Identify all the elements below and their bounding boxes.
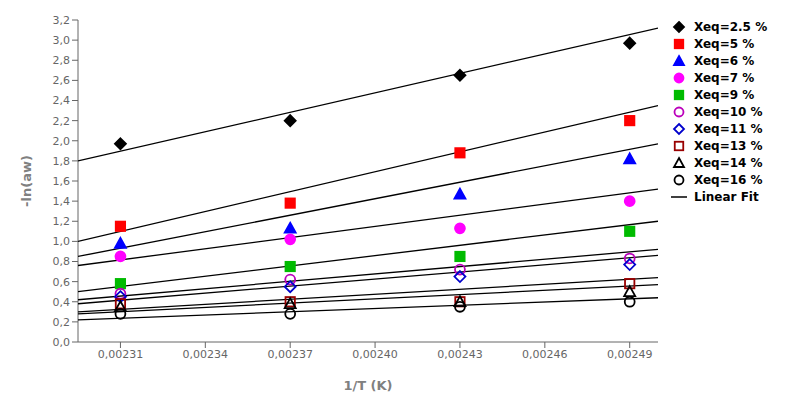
svg-text:0,00237: 0,00237 <box>267 348 313 361</box>
svg-text:3,2: 3,2 <box>53 14 71 27</box>
svg-text:0,8: 0,8 <box>53 255 71 268</box>
svg-text:0,00234: 0,00234 <box>183 348 229 361</box>
html-text:Xeq=7 %: Xeq=7 % <box>694 71 755 85</box>
html-text:Linear Fit: Linear Fit <box>694 190 759 204</box>
svg-text:2,6: 2,6 <box>53 74 71 87</box>
svg-text:0,00246: 0,00246 <box>522 348 568 361</box>
svg-text:0,2: 0,2 <box>53 316 71 329</box>
svg-text:2,2: 2,2 <box>53 115 71 128</box>
svg-text:1,8: 1,8 <box>53 155 71 168</box>
svg-text:1,2: 1,2 <box>53 215 71 228</box>
svg-text:-ln(aw): -ln(aw) <box>19 155 34 207</box>
svg-text:0,00240: 0,00240 <box>352 348 398 361</box>
svg-text:2,0: 2,0 <box>53 135 71 148</box>
svg-text:0,4: 0,4 <box>53 296 71 309</box>
html-text:Xeq=16 %: Xeq=16 % <box>694 173 763 187</box>
html-text:Xeq=5 %: Xeq=5 % <box>694 37 755 51</box>
svg-text:0,6: 0,6 <box>53 276 71 289</box>
html-text:Xeq=2.5 %: Xeq=2.5 % <box>694 20 768 34</box>
svg-text:0,00231: 0,00231 <box>98 348 144 361</box>
svg-text:3,0: 3,0 <box>53 34 71 47</box>
svg-text:1,6: 1,6 <box>53 175 71 188</box>
svg-text:0,00249: 0,00249 <box>607 348 653 361</box>
svg-text:2,8: 2,8 <box>53 54 71 67</box>
html-text:Xeq=11 %: Xeq=11 % <box>694 122 763 136</box>
svg-text:1,0: 1,0 <box>53 235 71 248</box>
html-text:Xeq=9 %: Xeq=9 % <box>694 88 755 102</box>
html-text:Xeq=14 %: Xeq=14 % <box>694 156 763 170</box>
html-text:Xeq=13 %: Xeq=13 % <box>694 139 763 153</box>
svg-text:2,4: 2,4 <box>53 94 71 107</box>
svg-text:1/T (K): 1/T (K) <box>343 378 392 393</box>
svg-text:1,4: 1,4 <box>53 195 71 208</box>
html-text:Xeq=10 %: Xeq=10 % <box>694 105 763 119</box>
svg-text:0,0: 0,0 <box>53 336 71 349</box>
html-text:Xeq=6 %: Xeq=6 % <box>694 54 755 68</box>
svg-text:0,00243: 0,00243 <box>437 348 483 361</box>
